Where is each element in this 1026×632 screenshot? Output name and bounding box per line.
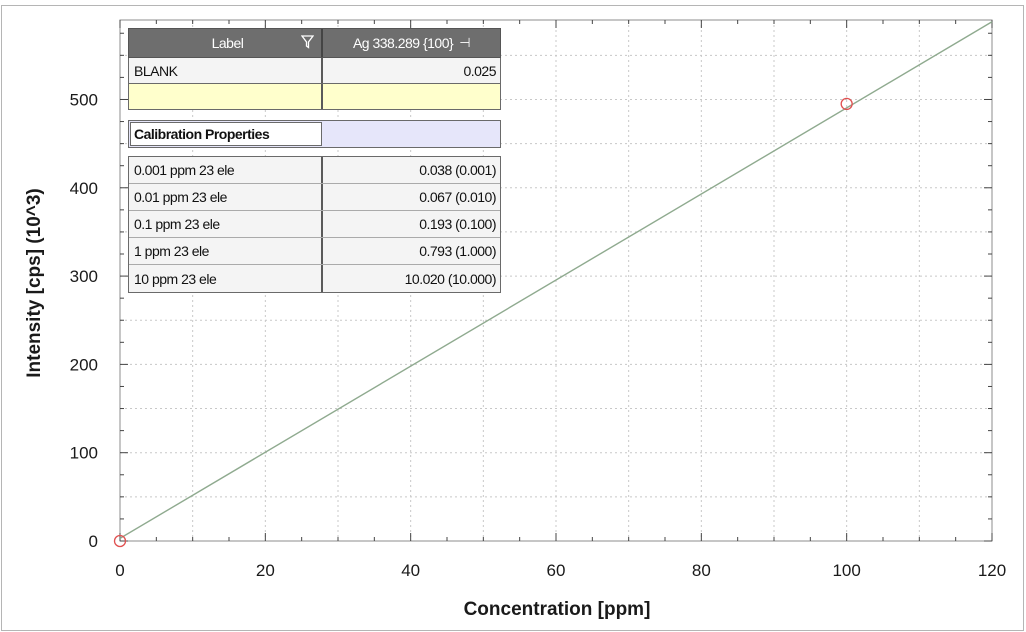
label-column-title: Label [211,35,244,51]
x-tick-label: 120 [978,561,1006,580]
x-tick-label: 20 [256,561,275,580]
standard-label: 0.01 ppm 23 ele [129,184,323,210]
table-header: Label Ag 338.289 {100} ⊣ [128,28,501,58]
standard-value: 10.020 (10.000) [404,270,497,287]
x-tick-labels: 0 20 40 60 80 100 120 [115,561,1006,580]
row-value: 0.025 [463,62,496,79]
standards-list: 0.001 ppm 23 ele 0.038 (0.001) 0.01 ppm … [128,156,501,293]
standard-value: 0.067 (0.010) [419,189,496,205]
y-axis-title: Intensity [cps] (10^3) [24,188,45,378]
table-row[interactable]: 10 ppm 23 ele 10.020 (10.000) [129,265,500,292]
x-axis-title: Concentration [ppm] [464,599,651,620]
standard-value: 0.793 (1.000) [419,243,496,259]
y-tick-label: 200 [70,355,98,374]
label-column-header[interactable]: Label [129,29,323,57]
table-row-new[interactable] [128,84,501,110]
element-column-header[interactable]: Ag 338.289 {100} ⊣ [323,29,500,57]
table-row[interactable]: 0.1 ppm 23 ele 0.193 (0.100) [129,211,500,238]
x-tick-label: 40 [401,561,420,580]
table-row[interactable]: 0.01 ppm 23 ele 0.067 (0.010) [129,184,500,211]
x-tick-label: 60 [547,561,566,580]
chart-frame [1,5,1024,631]
data-point [113,534,127,548]
standard-label: 10 ppm 23 ele [129,265,323,292]
y-tick-labels: 0 100 200 300 400 500 [70,90,98,551]
calibration-properties-label[interactable]: Calibration Properties [130,122,322,146]
y-tick-label: 0 [89,532,98,551]
funnel-icon[interactable] [300,35,314,49]
y-tick-label: 500 [70,90,98,109]
axis-ticks [119,20,993,542]
standard-label: 0.001 ppm 23 ele [129,157,323,183]
table-row[interactable]: 1 ppm 23 ele 0.793 (1.000) [129,238,500,265]
table-row[interactable]: BLANK 0.025 [128,58,501,84]
table-row[interactable]: 0.001 ppm 23 ele 0.038 (0.001) [129,157,500,184]
element-column-title: Ag 338.289 {100} [352,35,454,51]
standard-label: 0.1 ppm 23 ele [129,211,323,237]
row-value [323,84,500,109]
calibration-table: Label Ag 338.289 {100} ⊣ BLANK 0.025 Cal… [128,28,501,293]
y-tick-label: 100 [70,444,98,463]
y-tick-label: 400 [70,179,98,198]
data-points [113,97,853,548]
calibration-line [119,21,993,539]
data-point [840,97,853,111]
x-tick-label: 0 [115,561,124,580]
x-tick-label: 80 [692,561,711,580]
standard-value: 0.193 (0.100) [419,216,496,232]
calibration-properties-value [323,121,500,147]
standard-value: 0.038 (0.001) [419,162,496,178]
standard-label: 1 ppm 23 ele [129,238,323,264]
row-label: BLANK [129,58,323,83]
pin-icon[interactable]: ⊣ [459,35,471,50]
x-tick-label: 100 [832,561,860,580]
row-label [129,84,323,109]
calibration-properties-row[interactable]: Calibration Properties [128,120,501,148]
y-tick-label: 300 [70,267,98,286]
